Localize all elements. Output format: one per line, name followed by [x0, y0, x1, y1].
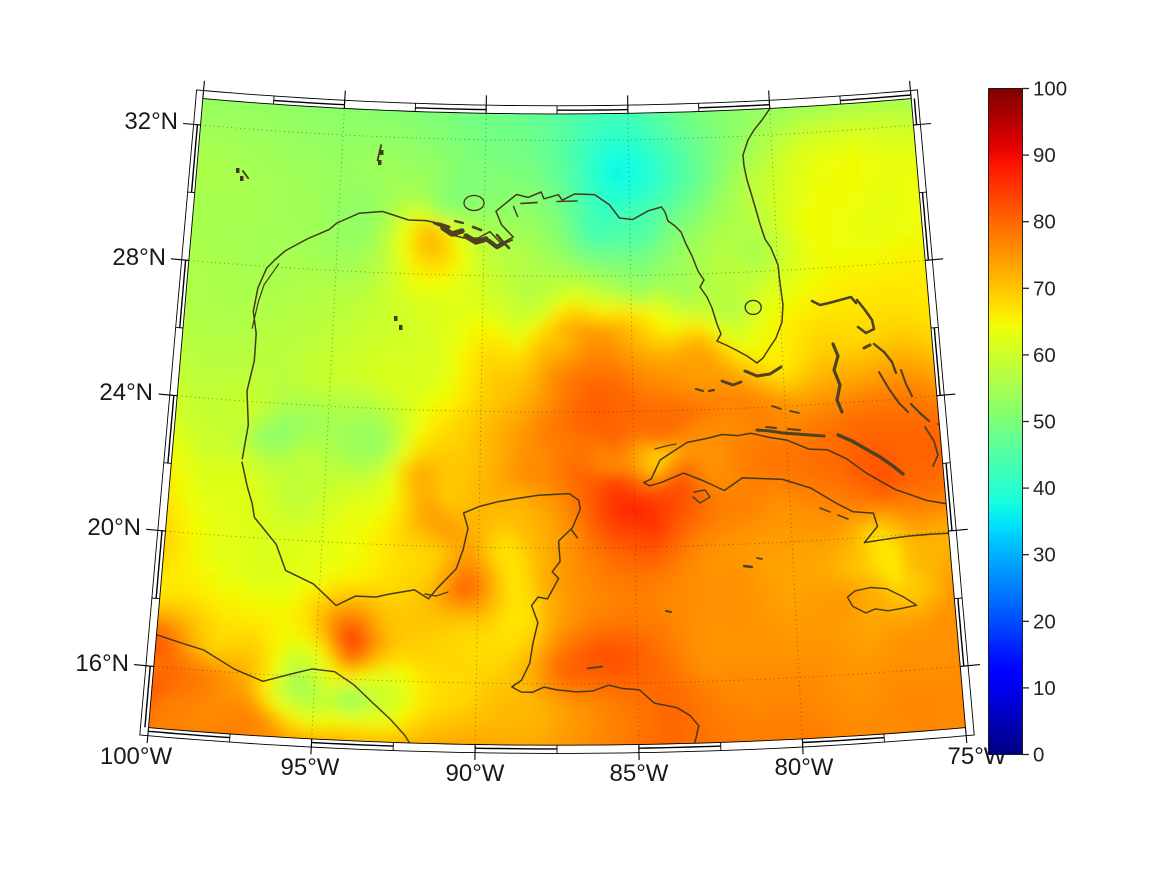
svg-text:90: 90 [1033, 144, 1056, 167]
svg-text:85°W: 85°W [610, 760, 669, 787]
svg-text:95°W: 95°W [281, 754, 340, 781]
svg-text:30: 30 [1033, 544, 1056, 567]
svg-text:100: 100 [1033, 78, 1067, 101]
svg-text:40: 40 [1033, 477, 1056, 500]
svg-text:16°N: 16°N [75, 650, 129, 677]
svg-text:60: 60 [1033, 344, 1056, 367]
svg-text:0: 0 [1033, 744, 1044, 767]
svg-text:80°W: 80°W [775, 754, 834, 781]
svg-text:20: 20 [1033, 610, 1056, 633]
svg-text:90°W: 90°W [446, 760, 505, 787]
svg-text:80: 80 [1033, 211, 1056, 234]
svg-text:100°W: 100°W [100, 743, 173, 770]
svg-text:20°N: 20°N [87, 514, 141, 541]
svg-text:24°N: 24°N [99, 379, 153, 406]
svg-text:28°N: 28°N [112, 244, 166, 271]
svg-text:70: 70 [1033, 277, 1056, 300]
svg-text:50: 50 [1033, 411, 1056, 434]
svg-text:10: 10 [1033, 677, 1056, 700]
svg-text:32°N: 32°N [124, 108, 178, 135]
